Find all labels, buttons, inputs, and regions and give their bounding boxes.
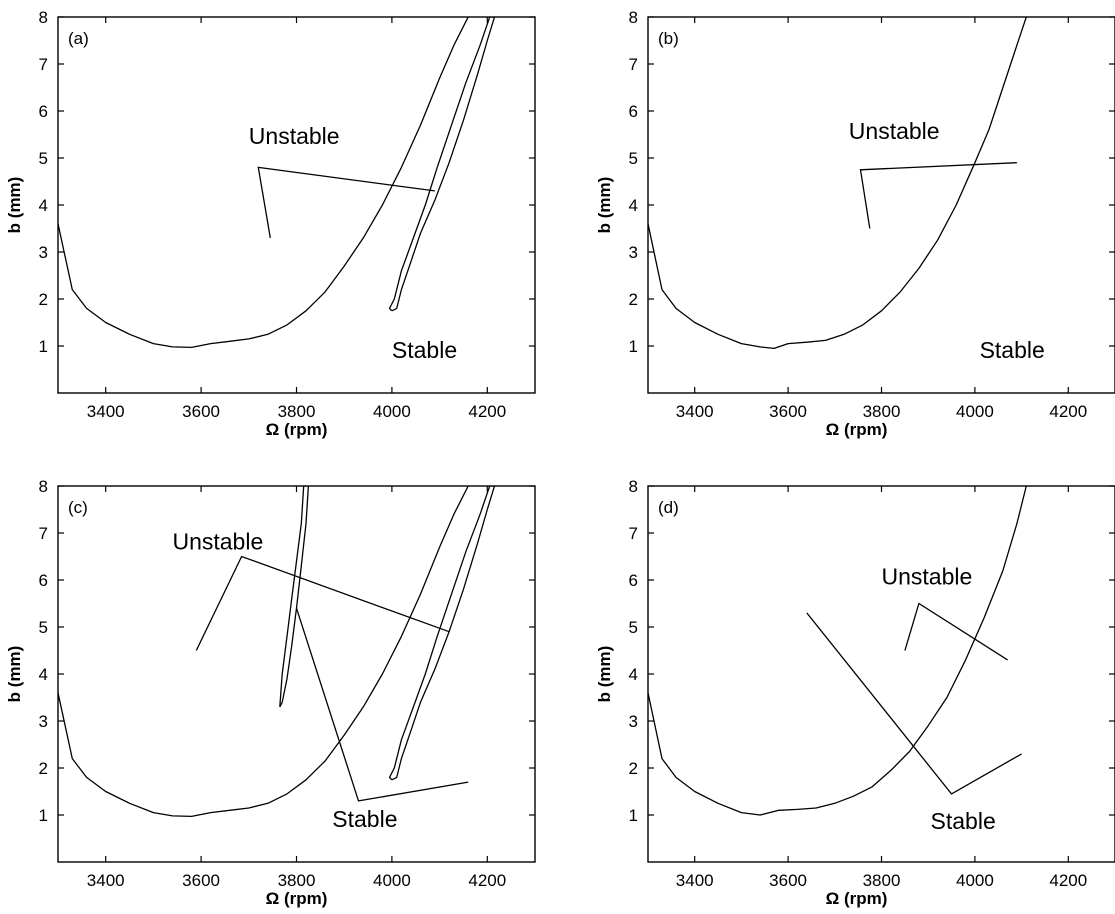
x-axis-label-b: Ω (rpm) bbox=[826, 420, 888, 439]
region-label-unstable-b: Unstable bbox=[849, 118, 940, 144]
x-tick-label-c-3400: 3400 bbox=[87, 871, 125, 890]
y-tick-label-b-7: 7 bbox=[629, 55, 638, 74]
x-tick-label-a-3400: 3400 bbox=[87, 402, 125, 421]
y-tick-label-c-2: 2 bbox=[39, 759, 48, 778]
stability-lobe-a-1 bbox=[58, 17, 469, 349]
y-tick-label-d-6: 6 bbox=[629, 571, 638, 590]
x-tick-label-a-4200: 4200 bbox=[468, 402, 506, 421]
panel-letter-d: (d) bbox=[658, 498, 679, 517]
y-tick-label-b-4: 4 bbox=[629, 196, 638, 215]
y-tick-label-d-1: 1 bbox=[629, 806, 638, 825]
x-tick-label-c-4200: 4200 bbox=[468, 871, 506, 890]
annotation-leader-d-1 bbox=[904, 602, 1008, 661]
y-tick-label-c-5: 5 bbox=[39, 618, 48, 637]
y-axis-label-c: b (mm) bbox=[5, 646, 24, 703]
y-tick-label-a-5: 5 bbox=[39, 149, 48, 168]
x-tick-label-b-3400: 3400 bbox=[676, 402, 714, 421]
y-tick-label-c-7: 7 bbox=[39, 524, 48, 543]
region-label-unstable-d: Unstable bbox=[882, 564, 973, 590]
x-tick-label-c-3600: 3600 bbox=[182, 871, 220, 890]
annotation-leader-a-1 bbox=[257, 166, 435, 239]
y-tick-label-a-1: 1 bbox=[39, 337, 48, 356]
y-tick-label-c-1: 1 bbox=[39, 806, 48, 825]
x-tick-label-d-4200: 4200 bbox=[1049, 871, 1087, 890]
region-label-stable-c: Stable bbox=[332, 806, 397, 832]
y-tick-label-c-8: 8 bbox=[39, 477, 48, 496]
plot-frame-b bbox=[647, 16, 1115, 394]
region-label-stable-d: Stable bbox=[931, 808, 996, 834]
plot-frame-d bbox=[647, 485, 1115, 863]
chart-panel-d: 3400 3600 3800 4000 4200 1 2 3 4 5 6 7 8 Ω (rpm) b (mm… bbox=[595, 477, 1115, 908]
stability-lobe-c-2 bbox=[388, 486, 496, 781]
y-axis-label-d: b (mm) bbox=[595, 646, 614, 703]
y-tick-label-d-2: 2 bbox=[629, 759, 638, 778]
stability-lobe-b-1 bbox=[648, 17, 1027, 350]
stability-lobe-a-2 bbox=[388, 17, 496, 312]
y-tick-label-d-5: 5 bbox=[629, 618, 638, 637]
y-tick-label-b-3: 3 bbox=[629, 243, 638, 262]
x-tick-label-c-3800: 3800 bbox=[278, 871, 316, 890]
annotation-leader-c-2 bbox=[295, 608, 469, 802]
plot-frame-c bbox=[57, 485, 536, 863]
region-label-unstable-a: Unstable bbox=[249, 123, 340, 149]
y-tick-label-b-2: 2 bbox=[629, 290, 638, 309]
y-axis-label-b: b (mm) bbox=[595, 177, 614, 234]
annotation-leader-b-1 bbox=[859, 162, 1017, 229]
y-tick-label-c-6: 6 bbox=[39, 571, 48, 590]
annotation-leader-c-1 bbox=[195, 555, 450, 651]
x-tick-label-b-3800: 3800 bbox=[863, 402, 901, 421]
y-tick-label-a-3: 3 bbox=[39, 243, 48, 262]
x-tick-label-b-4000: 4000 bbox=[956, 402, 994, 421]
x-tick-label-d-3400: 3400 bbox=[676, 871, 714, 890]
region-label-stable-b: Stable bbox=[980, 337, 1045, 363]
chart-panel-a: 3400 3600 3800 4000 4200 1 2 3 4 5 6 7 8 Ω (rpm) b (mm… bbox=[5, 8, 536, 439]
chart-panel-c: 3400 3600 3800 4000 4200 1 2 3 4 5 6 7 8 Ω (rpm) b (mm… bbox=[5, 477, 536, 908]
region-label-stable-a: Stable bbox=[392, 337, 457, 363]
x-tick-label-d-4000: 4000 bbox=[956, 871, 994, 890]
y-tick-label-b-6: 6 bbox=[629, 102, 638, 121]
x-axis-label-d: Ω (rpm) bbox=[826, 889, 888, 908]
y-tick-label-d-8: 8 bbox=[629, 477, 638, 496]
y-tick-label-c-3: 3 bbox=[39, 712, 48, 731]
x-tick-label-b-3600: 3600 bbox=[769, 402, 807, 421]
y-tick-label-b-1: 1 bbox=[629, 337, 638, 356]
y-tick-label-a-8: 8 bbox=[39, 8, 48, 27]
x-tick-label-d-3800: 3800 bbox=[863, 871, 901, 890]
x-tick-label-c-4000: 4000 bbox=[373, 871, 411, 890]
x-tick-label-a-4000: 4000 bbox=[373, 402, 411, 421]
y-tick-label-a-7: 7 bbox=[39, 55, 48, 74]
stability-lobe-c-1 bbox=[58, 486, 469, 818]
y-tick-label-a-2: 2 bbox=[39, 290, 48, 309]
y-axis-label-a: b (mm) bbox=[5, 177, 24, 234]
x-axis-label-a: Ω (rpm) bbox=[266, 420, 328, 439]
x-tick-label-a-3800: 3800 bbox=[278, 402, 316, 421]
y-tick-label-c-4: 4 bbox=[39, 665, 48, 684]
region-label-unstable-c: Unstable bbox=[172, 528, 263, 554]
stability-lobe-c-3 bbox=[279, 486, 310, 708]
y-tick-label-a-6: 6 bbox=[39, 102, 48, 121]
x-tick-label-b-4200: 4200 bbox=[1049, 402, 1087, 421]
plot-frame-a bbox=[57, 16, 536, 394]
panel-letter-a: (a) bbox=[68, 29, 89, 48]
panel-letter-c: (c) bbox=[68, 498, 88, 517]
y-tick-label-d-4: 4 bbox=[629, 665, 638, 684]
annotation-leader-d-2 bbox=[806, 612, 1022, 795]
x-tick-label-d-3600: 3600 bbox=[769, 871, 807, 890]
panel-letter-b: (b) bbox=[658, 29, 679, 48]
y-tick-label-b-8: 8 bbox=[629, 8, 638, 27]
x-tick-label-a-3600: 3600 bbox=[182, 402, 220, 421]
y-tick-label-d-3: 3 bbox=[629, 712, 638, 731]
chart-panel-b: 3400 3600 3800 4000 4200 1 2 3 4 5 6 7 8 Ω (rpm) b (mm… bbox=[595, 8, 1115, 439]
y-tick-label-b-5: 5 bbox=[629, 149, 638, 168]
y-tick-label-d-7: 7 bbox=[629, 524, 638, 543]
y-tick-label-a-4: 4 bbox=[39, 196, 48, 215]
x-axis-label-c: Ω (rpm) bbox=[266, 889, 328, 908]
